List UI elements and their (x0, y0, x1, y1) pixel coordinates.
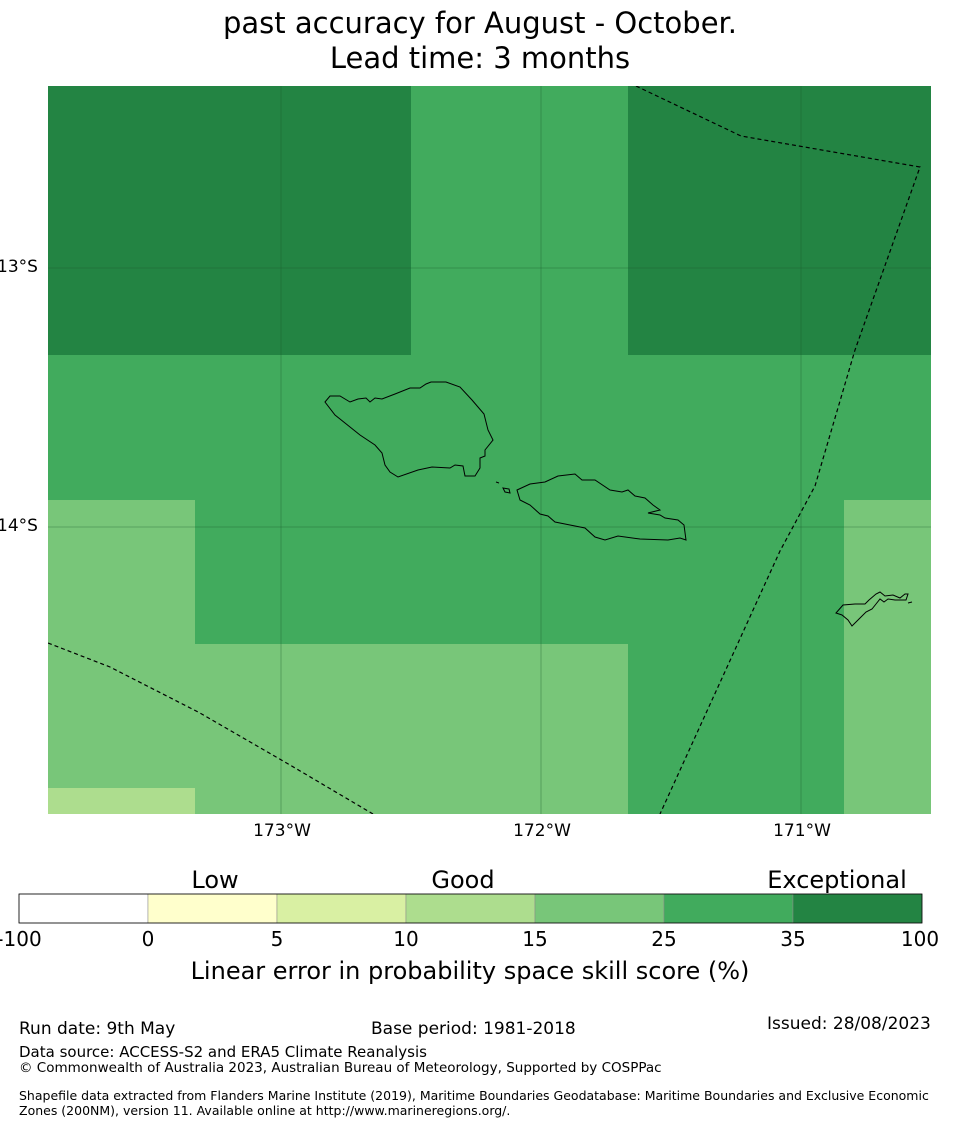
run-date: Run date: 9th May (19, 1019, 176, 1039)
colorbar-tick: 5 (270, 927, 284, 951)
colorbar-cell (792, 893, 923, 924)
map-title-line-2: Lead time: 3 months (329, 41, 631, 75)
colorbar-category-exceptional: Exceptional (767, 866, 907, 894)
colorbar-tick: 25 (651, 927, 677, 951)
skill-cell-15-25 (195, 644, 628, 814)
colorbar-cell (18, 893, 149, 924)
map-title-line-1: past accuracy for August - October. (222, 6, 738, 40)
graticule (48, 86, 931, 814)
issued-date: Issued: 28/08/2023 (767, 1014, 931, 1034)
colorbar-category-good: Good (431, 866, 495, 894)
colorbar-frame (18, 893, 923, 924)
apolima-islet (502, 487, 511, 494)
colorbar-tick: -100 (0, 927, 42, 951)
island-outlines (324, 381, 913, 627)
colorbar-category-low: Low (191, 866, 239, 894)
data-source: Data source: ACCESS-S2 and ERA5 Climate … (19, 1043, 427, 1061)
skill-cell-15-25 (48, 500, 195, 814)
manono-islet (495, 481, 500, 484)
lon-label-173w: 173°W (253, 821, 311, 841)
skill-cell-10-15 (48, 788, 195, 814)
colorbar (18, 893, 923, 924)
skill-cell-35-100 (628, 86, 931, 355)
colorbar-cell (534, 893, 665, 924)
skill-cell-15-25 (844, 500, 931, 814)
colorbar-tick: 15 (522, 927, 548, 951)
lat-label-14s: 14°S (0, 516, 38, 536)
upolu-island (516, 473, 687, 541)
colorbar-cell (405, 893, 536, 924)
aunuu-islet (907, 601, 913, 604)
lon-label-171w: 171°W (773, 821, 831, 841)
colorbar-tick: 10 (393, 927, 419, 951)
colorbar-tick: 0 (141, 927, 155, 951)
lat-label-13s: 13°S (0, 257, 38, 277)
tutuila-island (835, 591, 909, 627)
shapefile-credit: Shapefile data extracted from Flanders M… (19, 1088, 929, 1118)
colorbar-cell (663, 893, 794, 924)
base-period: Base period: 1981-2018 (371, 1019, 576, 1039)
colorbar-tick: 35 (780, 927, 806, 951)
savaii-island (324, 381, 494, 478)
colorbar-cell (276, 893, 407, 924)
colorbar-cell (147, 893, 278, 924)
colorbar-label: Linear error in probability space skill … (190, 957, 750, 985)
colorbar-tick: 100 (900, 927, 940, 951)
copyright: © Commonwealth of Australia 2023, Austra… (19, 1060, 662, 1076)
skill-cell-35-100 (48, 86, 411, 355)
lon-label-172w: 172°W (513, 821, 571, 841)
eez-boundary (48, 86, 921, 814)
